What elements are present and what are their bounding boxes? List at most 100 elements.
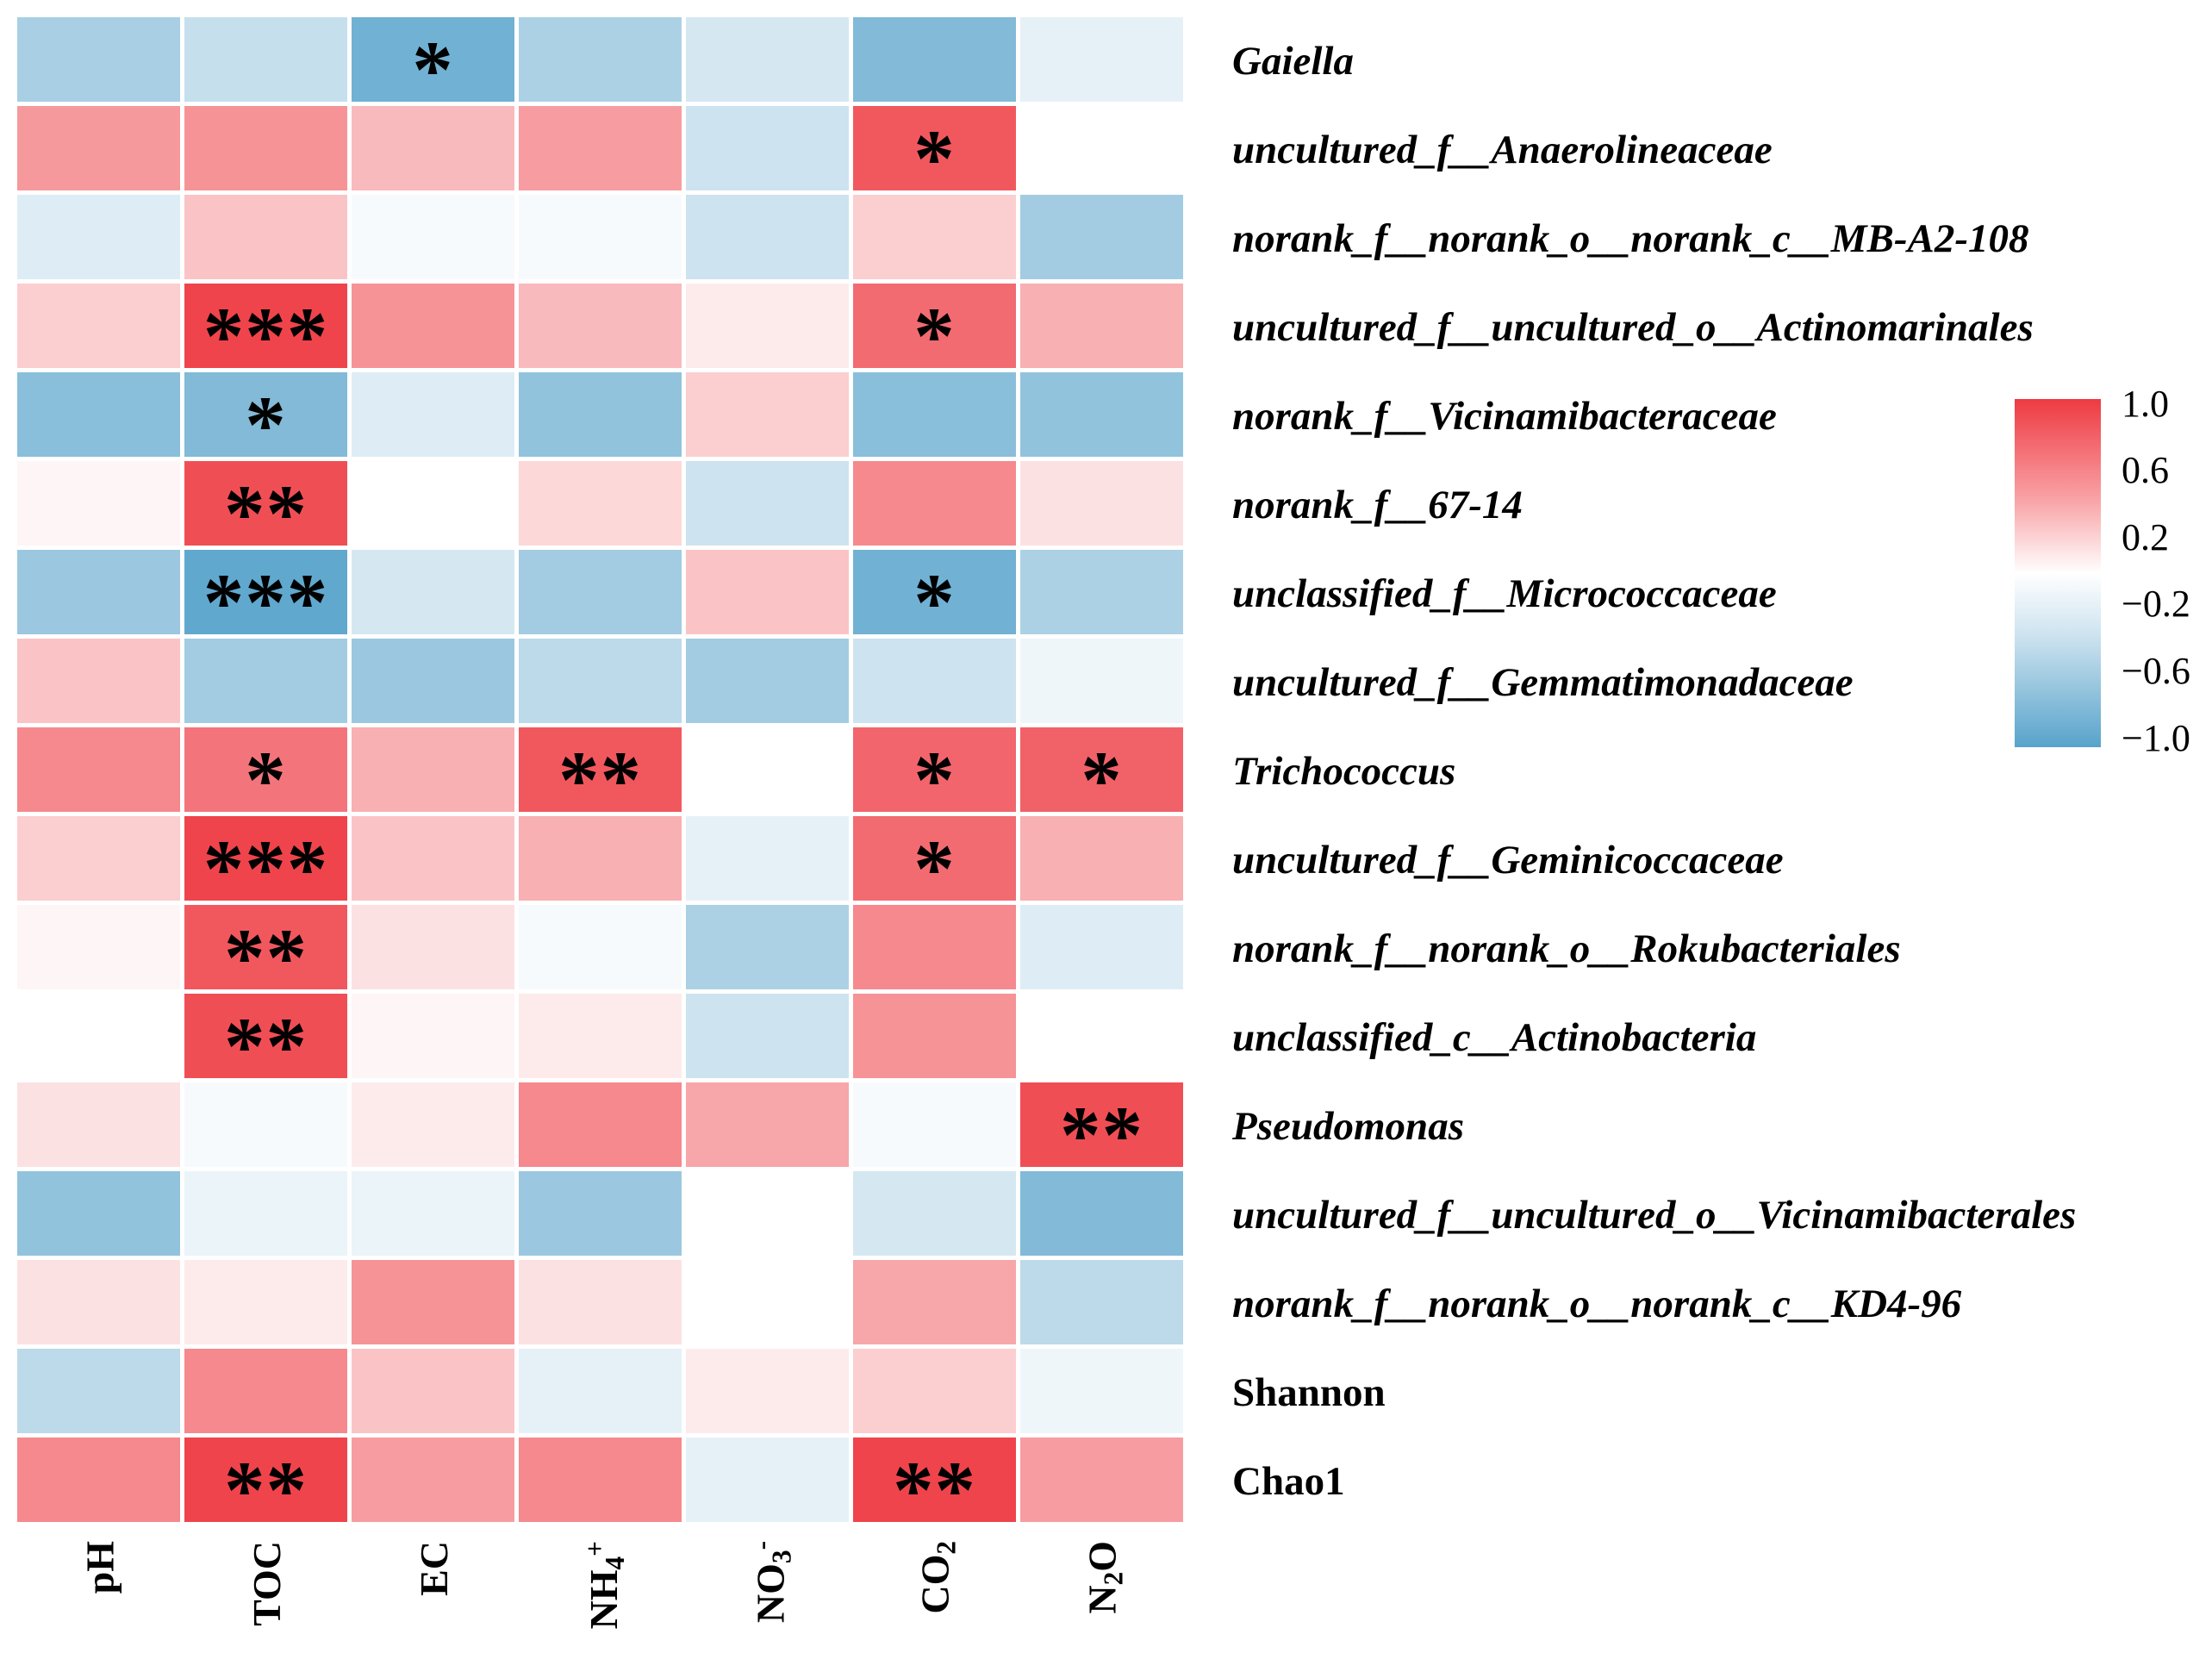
heatmap-cell xyxy=(519,284,682,368)
heatmap-cell: * xyxy=(853,816,1016,914)
heatmap-cell xyxy=(1020,816,1183,901)
row-label: uncultured_f__Geminicoccaceae xyxy=(1232,837,1784,883)
heatmap-cell xyxy=(352,195,514,279)
row-label: norank_f__Vicinamibacteraceae xyxy=(1232,393,1777,439)
column-label-text: NO3- xyxy=(746,1541,797,1624)
heatmap-cell xyxy=(352,550,514,634)
heatmap-cell xyxy=(853,994,1016,1078)
heatmap-cell xyxy=(17,372,180,457)
legend-tick-label: −0.2 xyxy=(2122,583,2190,626)
row-label: Gaiella xyxy=(1232,38,1354,84)
heatmap-cell xyxy=(17,1082,180,1167)
heatmap-cell xyxy=(853,905,1016,989)
row-label: norank_f__norank_o__Rokubacteriales xyxy=(1232,926,1901,971)
heatmap-cell xyxy=(686,727,849,812)
heatmap-cell xyxy=(1020,639,1183,723)
row-label: uncultured_f__Anaerolineaceae xyxy=(1232,127,1773,172)
heatmap-cell xyxy=(853,17,1016,102)
heatmap-cell: * xyxy=(184,727,347,826)
significance-stars: *** xyxy=(203,557,329,648)
heatmap-cell: ** xyxy=(184,994,347,1092)
heatmap-cell: * xyxy=(1020,727,1183,826)
heatmap-cell xyxy=(686,1260,849,1344)
heatmap-cell xyxy=(519,17,682,102)
heatmap-cell xyxy=(1020,372,1183,457)
legend-tick-label: −1.0 xyxy=(2122,716,2190,759)
heatmap-cell xyxy=(352,816,514,901)
heatmap-cell xyxy=(352,284,514,368)
heatmap-cell xyxy=(853,1349,1016,1433)
heatmap-cell xyxy=(1020,1260,1183,1344)
heatmap-cell: * xyxy=(184,372,347,471)
heatmap-cell xyxy=(1020,1171,1183,1256)
significance-stars: * xyxy=(913,290,956,382)
row-label: uncultured_f__Gemmatimonadaceae xyxy=(1232,659,1854,705)
heatmap-cell xyxy=(17,816,180,901)
row-label: Trichococcus xyxy=(1232,748,1456,794)
heatmap-cell xyxy=(853,1260,1016,1344)
heatmap-cell xyxy=(686,284,849,368)
heatmap-cell xyxy=(17,550,180,634)
heatmap-cell xyxy=(686,816,849,901)
heatmap-cell xyxy=(519,994,682,1078)
heatmap-cell xyxy=(17,17,180,102)
row-label: Shannon xyxy=(1232,1369,1386,1415)
heatmap-cell xyxy=(17,461,180,546)
heatmap-cell: * xyxy=(853,284,1016,382)
heatmap-cell: * xyxy=(853,727,1016,826)
heatmap-cell xyxy=(352,106,514,190)
significance-stars: ** xyxy=(224,912,308,1003)
significance-stars: ** xyxy=(224,1001,308,1092)
heatmap-cell xyxy=(17,905,180,989)
legend-tick-label: −0.6 xyxy=(2122,649,2190,692)
heatmap-cell xyxy=(17,639,180,723)
heatmap-cell xyxy=(352,1171,514,1256)
heatmap-cell: *** xyxy=(184,284,347,382)
heatmap-cell xyxy=(1020,106,1183,190)
heatmap-cell xyxy=(184,1171,347,1256)
significance-stars: ** xyxy=(893,1444,976,1536)
heatmap-cell xyxy=(686,372,849,457)
column-label-text: TOC xyxy=(245,1541,289,1626)
row-label: Chao1 xyxy=(1232,1458,1345,1504)
heatmap-cell: * xyxy=(352,17,514,115)
heatmap-cell xyxy=(17,994,180,1078)
column-label-text: pH xyxy=(78,1541,122,1594)
significance-stars: *** xyxy=(203,290,329,382)
heatmap-cell: ** xyxy=(184,1438,347,1536)
heatmap-cell xyxy=(686,1349,849,1433)
heatmap-cell xyxy=(1020,284,1183,368)
row-label: norank_f__norank_o__norank_c__KD4-96 xyxy=(1232,1281,1962,1326)
legend-tick-label: 0.2 xyxy=(2122,515,2169,558)
heatmap-cell xyxy=(519,1438,682,1522)
heatmap-cell xyxy=(686,550,849,634)
heatmap-cell xyxy=(184,1260,347,1344)
heatmap-cell: *** xyxy=(184,550,347,648)
column-label-text: CO2 xyxy=(913,1541,962,1614)
heatmap-cell xyxy=(352,1082,514,1167)
heatmap-cell xyxy=(853,639,1016,723)
heatmap-cell xyxy=(519,372,682,457)
heatmap-cell xyxy=(686,905,849,989)
heatmap-cell xyxy=(519,195,682,279)
heatmap-cell xyxy=(17,1349,180,1433)
significance-stars: *** xyxy=(203,823,329,914)
significance-stars: * xyxy=(245,734,287,826)
heatmap-cell xyxy=(17,106,180,190)
column-label-text: NH4+ xyxy=(579,1541,630,1630)
heatmap-cell xyxy=(686,1438,849,1522)
row-label: norank_f__67-14 xyxy=(1232,482,1523,527)
significance-stars: * xyxy=(913,734,956,826)
heatmap-cell xyxy=(686,461,849,546)
heatmap-cell xyxy=(184,106,347,190)
heatmap-cell xyxy=(1020,17,1183,102)
column-label-text: N2O xyxy=(1081,1541,1129,1614)
heatmap-cell xyxy=(853,1082,1016,1167)
heatmap-cell xyxy=(1020,1438,1183,1522)
heatmap-cell: * xyxy=(853,550,1016,648)
significance-stars: * xyxy=(412,24,454,115)
heatmap-cell xyxy=(17,1171,180,1256)
significance-stars: * xyxy=(913,823,956,914)
significance-stars: ** xyxy=(558,734,642,826)
